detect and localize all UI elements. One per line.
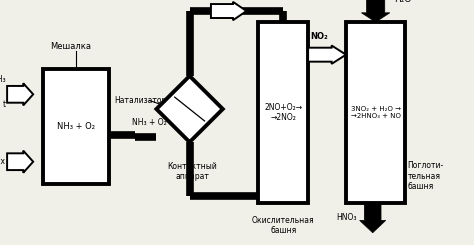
Text: Поглоти-
тельная
башня: Поглоти- тельная башня: [408, 161, 444, 191]
Text: Окислительная
башня: Окислительная башня: [252, 216, 315, 235]
Text: t: t: [2, 100, 6, 109]
Text: 2NO+O₂→
→2NO₂: 2NO+O₂→ →2NO₂: [264, 103, 302, 122]
Text: HNO₃: HNO₃: [337, 213, 357, 222]
Text: Мешалка: Мешалка: [51, 42, 91, 51]
Text: Контактный
аппарат: Контактный аппарат: [167, 162, 217, 181]
Text: Натализатор: Натализатор: [114, 96, 166, 105]
Bar: [43, 69, 109, 184]
Bar: [258, 22, 308, 203]
Text: NH₃ + O₂: NH₃ + O₂: [57, 122, 95, 131]
Polygon shape: [360, 203, 386, 233]
Text: 3NO₂ + H₂O →
→2HNO₃ + NO: 3NO₂ + H₂O → →2HNO₃ + NO: [351, 106, 401, 119]
Polygon shape: [308, 46, 346, 64]
Text: NH₃: NH₃: [0, 75, 6, 84]
Polygon shape: [156, 76, 223, 142]
Text: NO₂: NO₂: [310, 32, 328, 41]
Polygon shape: [7, 151, 33, 173]
Text: H₂O: H₂O: [394, 0, 412, 4]
Bar: [346, 22, 405, 203]
Text: Воздух: Воздух: [0, 157, 6, 166]
Polygon shape: [211, 2, 246, 20]
Text: NH₃ + O₂: NH₃ + O₂: [132, 118, 167, 127]
Polygon shape: [7, 83, 33, 105]
Polygon shape: [361, 0, 390, 22]
